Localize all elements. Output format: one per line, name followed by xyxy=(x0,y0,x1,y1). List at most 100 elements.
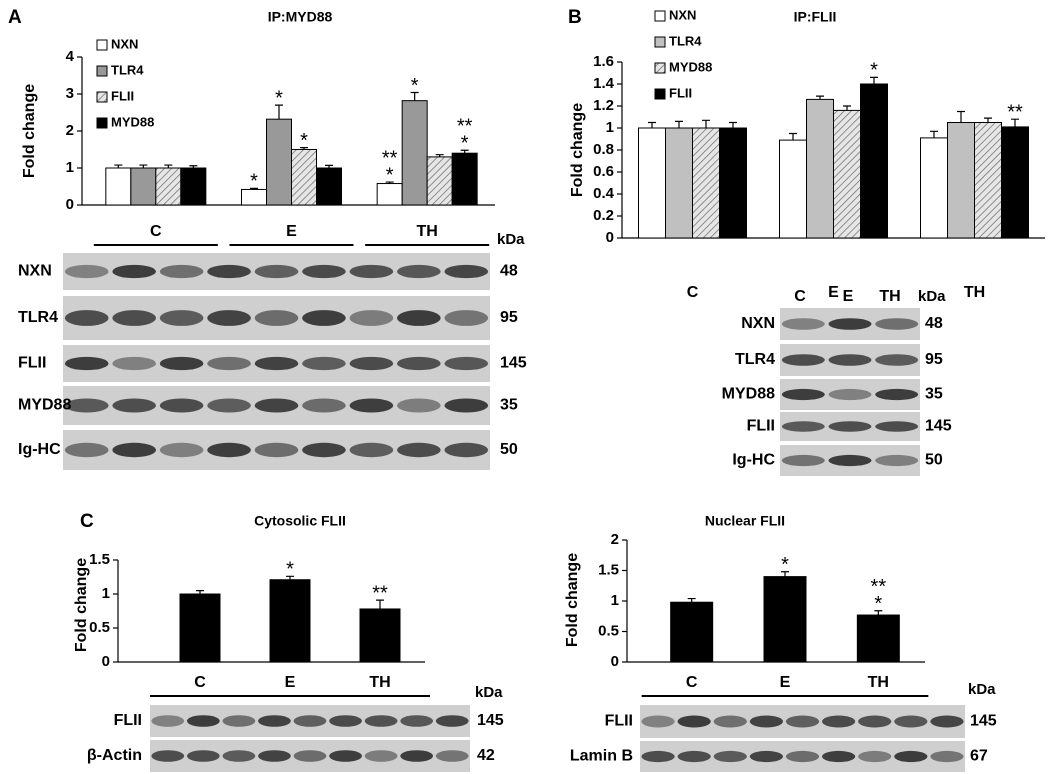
blot-band xyxy=(329,750,362,762)
panel-label: A xyxy=(8,7,22,28)
category-label: TH xyxy=(964,284,985,301)
error-bar xyxy=(675,120,683,128)
blot-kda-label: 50 xyxy=(925,452,943,469)
category-label: C xyxy=(687,284,699,301)
significance-marker: * xyxy=(870,60,878,82)
bar xyxy=(974,122,1002,239)
bar xyxy=(179,593,221,663)
lane-label: TH xyxy=(879,288,900,305)
blot-kda-label: 48 xyxy=(925,315,943,332)
significance-marker: ** xyxy=(372,582,388,604)
bar xyxy=(180,167,207,206)
category-label: C xyxy=(194,674,206,691)
significance-marker: * xyxy=(286,559,294,581)
category-label: TH xyxy=(868,674,889,691)
legend-swatch xyxy=(654,10,666,22)
kda-unit: kDa xyxy=(968,681,996,698)
blot-protein-label: MYD88 xyxy=(18,397,71,414)
legend-swatch xyxy=(654,62,666,74)
blot-band xyxy=(254,442,299,458)
error-bar xyxy=(250,187,258,190)
blot-band xyxy=(397,264,441,279)
significance-marker: * xyxy=(300,130,308,152)
blot-band xyxy=(641,750,675,763)
blot-band xyxy=(222,715,256,727)
blot-band xyxy=(894,750,928,763)
y-tick-label: 1 xyxy=(66,159,74,176)
y-tick-label: 0.5 xyxy=(89,619,110,636)
blot-band xyxy=(112,398,156,413)
bar xyxy=(665,127,693,239)
lane-label: C xyxy=(794,288,806,305)
blot-band xyxy=(858,750,892,763)
blot-band xyxy=(677,715,711,728)
chart-title: Cytosolic FLII xyxy=(254,513,346,529)
blot-band xyxy=(713,715,747,728)
error-bar xyxy=(410,91,419,101)
significance-marker: * xyxy=(874,593,882,615)
error-bar xyxy=(843,105,851,111)
blot-band xyxy=(828,354,872,366)
significance-marker: * xyxy=(250,171,258,193)
blot-band xyxy=(159,264,204,279)
blot-band xyxy=(207,310,251,326)
bar xyxy=(426,156,453,206)
error-bar xyxy=(816,95,824,100)
blot-band xyxy=(112,310,156,326)
chart-title: Nuclear FLII xyxy=(705,513,785,529)
blot-band xyxy=(186,750,220,762)
blot-band xyxy=(677,750,711,763)
blot-band xyxy=(397,398,441,413)
blot-band xyxy=(444,398,489,413)
blot-band xyxy=(254,310,299,326)
blot-band xyxy=(302,398,346,413)
error-bar xyxy=(300,147,308,150)
blot-band xyxy=(364,750,398,762)
significance-marker: * xyxy=(781,554,789,576)
category-label: E xyxy=(286,223,297,240)
blot-protein-label: FLII xyxy=(605,713,633,730)
blot-band xyxy=(302,356,346,371)
blot-band xyxy=(397,356,441,371)
category-label: TH xyxy=(369,674,390,691)
bar xyxy=(269,579,311,663)
blot-protein-label: TLR4 xyxy=(735,351,775,368)
blot-band xyxy=(930,715,964,728)
bar xyxy=(359,608,401,663)
error-bar xyxy=(385,181,394,184)
error-bar xyxy=(286,575,294,580)
blot-band xyxy=(254,356,299,371)
blot-band xyxy=(749,715,784,728)
blot-band xyxy=(349,442,394,458)
blot-band xyxy=(151,750,185,762)
blot-band xyxy=(781,354,825,366)
y-tick-label: 1 xyxy=(611,592,619,609)
error-bar xyxy=(984,117,992,123)
blot-band xyxy=(435,715,469,727)
category-label: E xyxy=(285,674,296,691)
category-label: C xyxy=(150,223,162,240)
legend-label: FLII xyxy=(669,85,692,100)
blot-protein-label: β-Actin xyxy=(87,747,142,764)
chart-title: IP:FLII xyxy=(794,9,837,25)
blot-protein-label: Ig-HC xyxy=(732,452,775,469)
blot-band xyxy=(894,715,928,728)
bar xyxy=(130,167,157,206)
blot-kda-label: 145 xyxy=(970,713,997,730)
bar xyxy=(401,100,428,206)
bar xyxy=(291,149,317,206)
bar xyxy=(670,601,714,663)
blot-band xyxy=(302,442,346,458)
blot-band xyxy=(207,264,251,279)
kda-unit: kDa xyxy=(918,288,946,305)
error-bar xyxy=(957,110,965,123)
blot-band xyxy=(828,388,872,401)
blot-protein-label: NXN xyxy=(741,315,775,332)
blot-band xyxy=(781,454,825,467)
blot-band xyxy=(207,442,251,458)
blot-band xyxy=(828,454,872,467)
legend-label: MYD88 xyxy=(111,114,154,129)
blot-protein-label: FLII xyxy=(114,712,142,729)
category-label: E xyxy=(780,674,791,691)
bar xyxy=(692,127,720,239)
